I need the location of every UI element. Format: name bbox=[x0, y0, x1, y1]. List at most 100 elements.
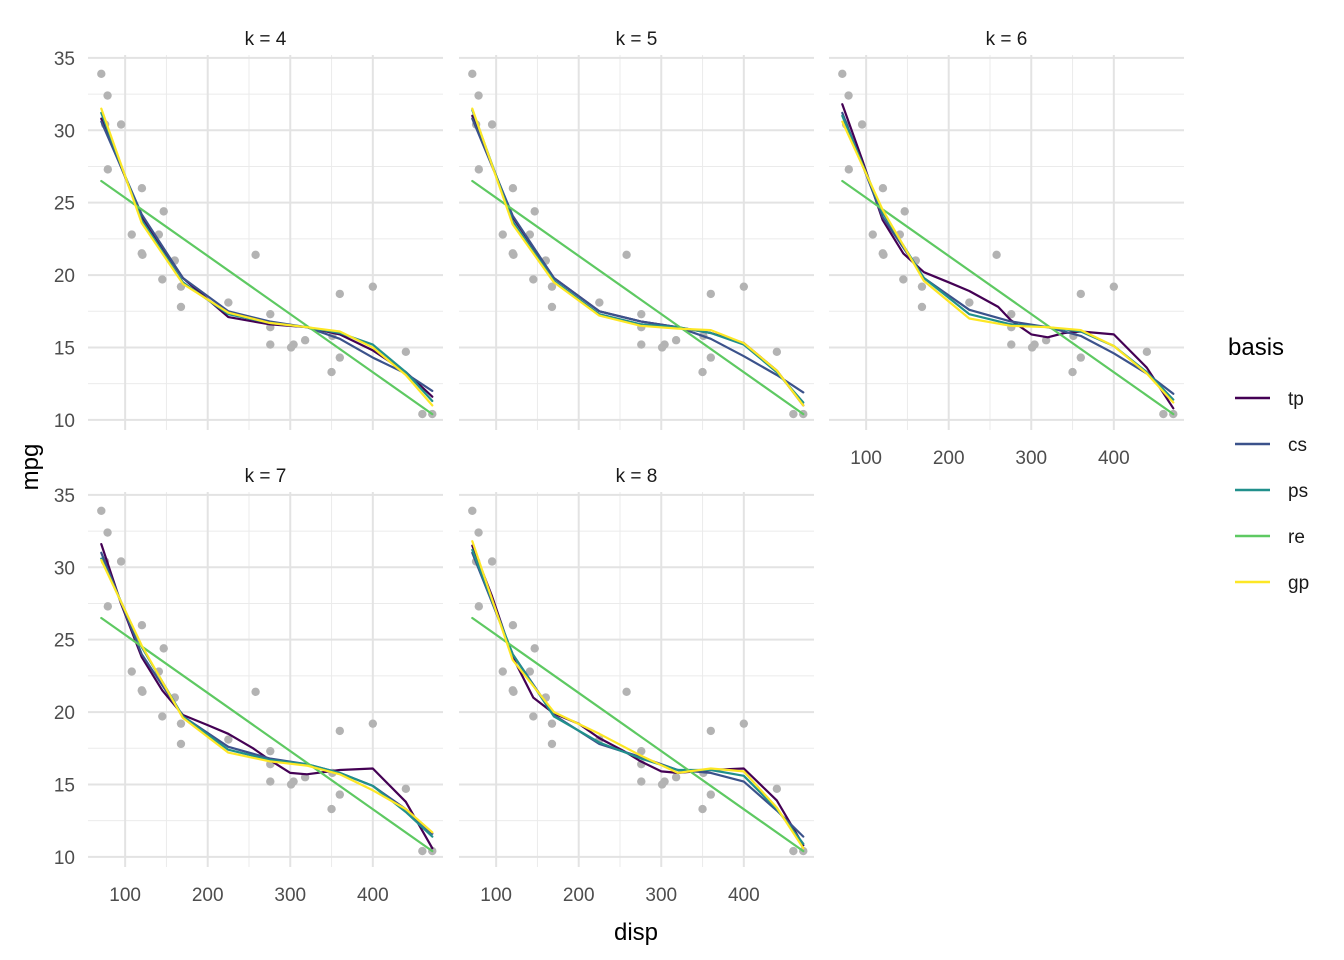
data-point bbox=[137, 621, 147, 630]
data-point bbox=[116, 557, 126, 566]
data-point bbox=[487, 557, 497, 566]
data-point bbox=[595, 298, 604, 307]
series-line-tp bbox=[100, 543, 434, 850]
legend-label-ps: ps bbox=[1288, 481, 1308, 502]
data-point bbox=[772, 347, 782, 357]
data-point bbox=[251, 687, 260, 697]
series-line-re bbox=[471, 179, 805, 416]
data-point bbox=[103, 602, 113, 611]
legend-items: tp cs ps re gp bbox=[1235, 389, 1309, 594]
data-point bbox=[158, 712, 167, 721]
data-point bbox=[844, 91, 853, 100]
legend-item-ps: ps bbox=[1235, 481, 1308, 502]
data-point bbox=[103, 165, 113, 174]
series-line-gp bbox=[471, 107, 805, 407]
series-line-gp bbox=[100, 559, 434, 834]
data-point bbox=[1007, 309, 1016, 319]
data-point bbox=[992, 250, 1001, 260]
y-tick-label: 35 bbox=[54, 486, 75, 507]
data-point bbox=[401, 784, 411, 794]
data-point bbox=[137, 184, 147, 193]
data-point bbox=[127, 230, 136, 239]
y-tick-label: 20 bbox=[54, 703, 75, 724]
series-line-ps bbox=[471, 108, 805, 404]
x-tick-label: 200 bbox=[563, 885, 595, 906]
data-point bbox=[671, 773, 681, 782]
y-tick-label: 25 bbox=[54, 194, 75, 215]
data-point bbox=[706, 353, 716, 362]
data-point bbox=[286, 780, 296, 789]
data-point bbox=[368, 282, 378, 291]
data-point bbox=[547, 739, 557, 749]
data-point bbox=[547, 719, 557, 728]
series-line-ps bbox=[471, 548, 805, 845]
data-point bbox=[335, 726, 345, 736]
data-point bbox=[468, 506, 477, 516]
data-point bbox=[868, 230, 877, 239]
data-point bbox=[529, 712, 538, 721]
data-point bbox=[844, 165, 854, 174]
data-point bbox=[900, 207, 909, 216]
data-point bbox=[176, 302, 186, 312]
data-point bbox=[103, 528, 112, 537]
data-point bbox=[335, 790, 345, 799]
data-point bbox=[266, 309, 275, 319]
data-point bbox=[637, 777, 646, 786]
x-tick-label: 400 bbox=[357, 885, 389, 906]
data-point bbox=[706, 289, 716, 299]
data-point bbox=[266, 746, 275, 756]
data-point bbox=[530, 644, 539, 653]
data-point bbox=[838, 69, 847, 79]
data-point bbox=[498, 230, 507, 239]
data-point bbox=[698, 367, 707, 377]
x-axis-title: disp bbox=[614, 919, 658, 946]
series-line-cs bbox=[100, 120, 434, 392]
data-point bbox=[97, 69, 106, 79]
facet-label: k = 6 bbox=[986, 29, 1028, 50]
data-point bbox=[266, 340, 275, 349]
legend: basis tp cs ps re gp bbox=[1228, 334, 1309, 594]
x-tick-label: 200 bbox=[192, 885, 224, 906]
data-point bbox=[286, 343, 296, 352]
data-point bbox=[251, 250, 260, 260]
data-point bbox=[474, 165, 484, 174]
legend-item-cs: cs bbox=[1235, 435, 1307, 456]
facet-label: k = 8 bbox=[616, 466, 658, 487]
data-point bbox=[300, 336, 310, 345]
series-line-re bbox=[841, 179, 1175, 416]
legend-item-tp: tp bbox=[1235, 389, 1304, 410]
data-point bbox=[508, 184, 518, 193]
data-point bbox=[103, 91, 112, 100]
data-point bbox=[657, 780, 667, 789]
facet-label: k = 5 bbox=[616, 29, 658, 50]
series-line-gp bbox=[841, 120, 1175, 404]
data-point bbox=[401, 347, 411, 357]
y-tick-label: 30 bbox=[54, 558, 75, 579]
x-tick-label: 200 bbox=[933, 448, 965, 469]
data-point bbox=[706, 790, 716, 799]
data-point bbox=[176, 739, 186, 749]
legend-label-cs: cs bbox=[1288, 435, 1307, 456]
data-point bbox=[509, 687, 518, 697]
data-point bbox=[1159, 409, 1168, 419]
data-point bbox=[327, 804, 336, 814]
x-tick-label: 400 bbox=[1098, 448, 1130, 469]
data-point bbox=[739, 719, 749, 728]
data-point bbox=[917, 282, 927, 291]
data-point bbox=[706, 726, 716, 736]
data-point bbox=[498, 667, 507, 676]
data-point bbox=[1109, 282, 1119, 291]
facet-label: k = 7 bbox=[245, 466, 287, 487]
y-tick-label: 10 bbox=[54, 411, 75, 432]
data-point bbox=[525, 667, 535, 676]
series-line-ps bbox=[841, 114, 1175, 401]
data-point bbox=[224, 298, 233, 307]
data-point bbox=[789, 409, 798, 419]
data-point bbox=[547, 302, 557, 312]
y-tick-label: 25 bbox=[54, 631, 75, 652]
data-point bbox=[474, 528, 483, 537]
series-line-tp bbox=[471, 544, 805, 847]
data-point bbox=[127, 667, 136, 676]
